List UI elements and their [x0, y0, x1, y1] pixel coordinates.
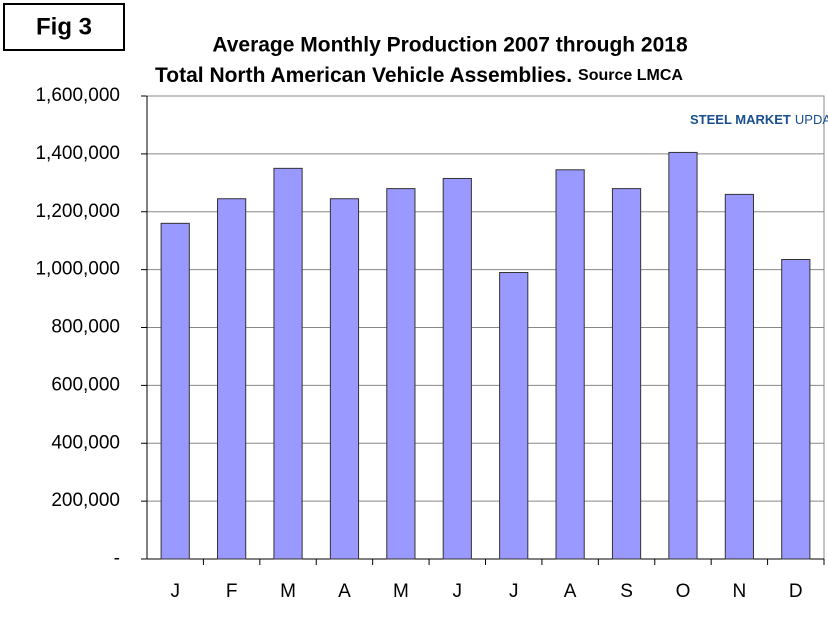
bar: [329, 198, 360, 560]
chart-subtitle: Total North American Vehicle Assemblies.…: [155, 64, 683, 87]
x-tick-label: N: [733, 581, 747, 602]
y-tick-label: 400,000: [51, 432, 120, 453]
bar: [499, 272, 529, 560]
y-tick-label: 200,000: [51, 490, 120, 511]
y-tick-label: 1,600,000: [35, 85, 120, 106]
x-tick-label: A: [338, 581, 351, 602]
bar: [386, 188, 416, 560]
x-tick-label: J: [509, 581, 519, 602]
y-tick-label: 1,400,000: [35, 143, 120, 164]
logo-suffix: UPDATE: [795, 112, 828, 127]
y-tick-label: 600,000: [51, 374, 120, 395]
x-tick-label: D: [789, 581, 803, 602]
y-tick-label: 1,200,000: [35, 201, 120, 222]
figure-label: Fig 3: [36, 13, 92, 40]
logo-brand: STEEL MARKET: [690, 112, 791, 127]
bar: [442, 177, 472, 560]
bar: [724, 193, 754, 560]
x-tick-label: J: [453, 581, 463, 602]
bar: [273, 167, 303, 560]
y-tick-label: -: [114, 548, 120, 569]
bar: [611, 188, 642, 560]
bar: [555, 169, 585, 560]
x-tick-label: S: [620, 581, 633, 602]
source-text: Source LMCA: [578, 67, 683, 84]
bar: [217, 198, 247, 560]
chart-title: Average Monthly Production 2007 through …: [212, 34, 688, 57]
bar: [160, 222, 190, 560]
bar: [781, 258, 811, 560]
x-tick-label: M: [393, 581, 409, 602]
y-tick-label: 1,000,000: [35, 259, 120, 280]
logo: STEEL MARKET UPDATE: [690, 112, 828, 127]
x-tick-label: M: [280, 581, 296, 602]
y-tick-label: 800,000: [51, 317, 120, 338]
x-tick-label: F: [226, 581, 238, 602]
figure-label-box: [3, 3, 125, 51]
x-tick-label: J: [170, 581, 180, 602]
bar: [668, 151, 698, 560]
x-tick-label: O: [676, 581, 691, 602]
subtitle-text: Total North American Vehicle Assemblies.: [155, 64, 572, 87]
x-tick-label: A: [564, 581, 577, 602]
